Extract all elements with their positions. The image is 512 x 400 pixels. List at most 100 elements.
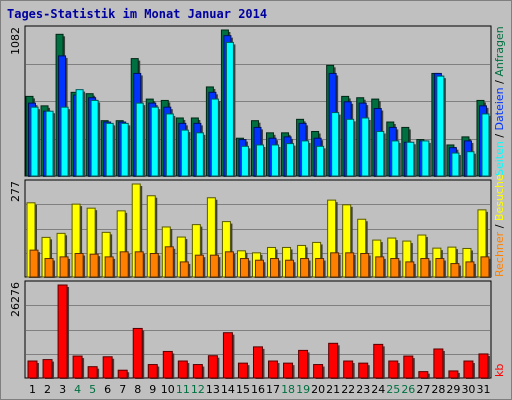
- bar-face: [89, 253, 99, 278]
- bar-rechner: [239, 258, 251, 278]
- bar-seiten: [301, 140, 311, 177]
- bar-face: [60, 106, 69, 177]
- x-tick-label: 30: [461, 383, 475, 396]
- bar-kb: [298, 349, 310, 379]
- bar-seiten: [225, 41, 236, 177]
- bar-face: [478, 353, 489, 379]
- bar-seiten: [105, 122, 116, 177]
- bar-face: [313, 364, 324, 379]
- bar-face: [361, 117, 370, 177]
- bar-seiten: [45, 110, 56, 177]
- x-tick-label: 13: [206, 383, 220, 396]
- bar-face: [90, 99, 99, 177]
- bar-kb: [42, 359, 55, 379]
- bar-seiten: [361, 117, 371, 177]
- bar-face: [209, 254, 219, 278]
- bar-rechner: [285, 259, 296, 278]
- bar-face: [435, 258, 445, 278]
- bar-face: [120, 122, 129, 177]
- bar-face: [328, 342, 339, 379]
- bar-seiten: [75, 89, 86, 177]
- bar-face: [150, 106, 159, 177]
- bar-rechner: [89, 253, 101, 278]
- bar-face: [44, 258, 54, 278]
- bar-rechner: [134, 251, 146, 278]
- bar-seiten: [60, 106, 71, 177]
- x-tick-label: 25: [386, 383, 400, 396]
- bar-kb: [403, 355, 415, 379]
- bar-face: [358, 362, 369, 379]
- bar-face: [286, 143, 295, 177]
- bar-face: [149, 252, 159, 278]
- bar-kb: [72, 355, 85, 379]
- bar-face: [134, 251, 144, 278]
- bar-kb: [87, 366, 100, 379]
- bar-rechner: [345, 252, 356, 278]
- bar-kb: [147, 364, 160, 379]
- bar-face: [436, 75, 445, 177]
- bar-seiten: [150, 106, 161, 177]
- bar-face: [360, 252, 370, 278]
- bar-kb: [328, 342, 340, 379]
- bar-rechner: [375, 256, 386, 278]
- bar-kb: [463, 360, 475, 379]
- bar-face: [450, 263, 460, 278]
- x-tick-label: 10: [161, 383, 175, 396]
- bar-face: [59, 256, 69, 278]
- x-tick-label: 12: [191, 383, 205, 396]
- bar-kb: [283, 362, 295, 379]
- bar-face: [42, 359, 53, 379]
- bar-face: [270, 258, 280, 278]
- bar-rechner: [390, 258, 401, 278]
- bar-kb: [102, 356, 115, 379]
- bar-rechner: [29, 249, 40, 278]
- x-tick-label: 26: [401, 383, 415, 396]
- x-tick-label: 6: [104, 383, 111, 396]
- bar-face: [406, 141, 415, 177]
- bar-face: [254, 259, 264, 278]
- bar-face: [405, 261, 415, 278]
- bar-face: [57, 284, 68, 379]
- bar-face: [30, 106, 39, 177]
- bar-face: [194, 254, 204, 278]
- x-tick-label: 5: [89, 383, 96, 396]
- x-tick-label: 2: [44, 383, 51, 396]
- bar-face: [466, 151, 475, 177]
- bar-face: [255, 144, 264, 177]
- bar-face: [132, 327, 143, 379]
- bar-kb: [433, 348, 445, 379]
- bar-face: [180, 129, 189, 177]
- bar-kb: [27, 360, 39, 379]
- legend-top: Seiten / Dateien / Anfragen: [493, 26, 506, 176]
- bar-face: [300, 258, 310, 278]
- bar-face: [418, 371, 429, 379]
- x-tick-label: 14: [221, 383, 235, 396]
- y-max-label-middle: 277: [9, 181, 22, 202]
- x-tick-label: 17: [266, 383, 280, 396]
- bar-kb: [57, 284, 70, 379]
- bar-rechner: [224, 251, 236, 278]
- bar-face: [301, 140, 310, 177]
- x-tick-label: 15: [236, 383, 250, 396]
- bar-seiten: [316, 145, 326, 177]
- bar-kb: [373, 343, 385, 379]
- bar-face: [345, 252, 355, 278]
- bar-face: [451, 152, 460, 177]
- bar-kb: [117, 369, 130, 379]
- bar-kb: [132, 327, 145, 379]
- bar-seiten: [436, 75, 446, 177]
- bar-face: [147, 364, 158, 379]
- bar-seiten: [255, 144, 266, 177]
- bar-seiten: [481, 113, 491, 177]
- bar-face: [283, 362, 294, 379]
- bar-kb: [192, 364, 205, 379]
- x-tick-label: 21: [326, 383, 340, 396]
- bar-kb: [207, 355, 220, 379]
- x-tick-label: 18: [281, 383, 295, 396]
- bar-seiten: [165, 113, 176, 177]
- bar-face: [222, 332, 233, 379]
- bar-kb: [478, 353, 490, 379]
- bar-seiten: [90, 99, 101, 177]
- legend-seiten: Seiten: [493, 141, 506, 176]
